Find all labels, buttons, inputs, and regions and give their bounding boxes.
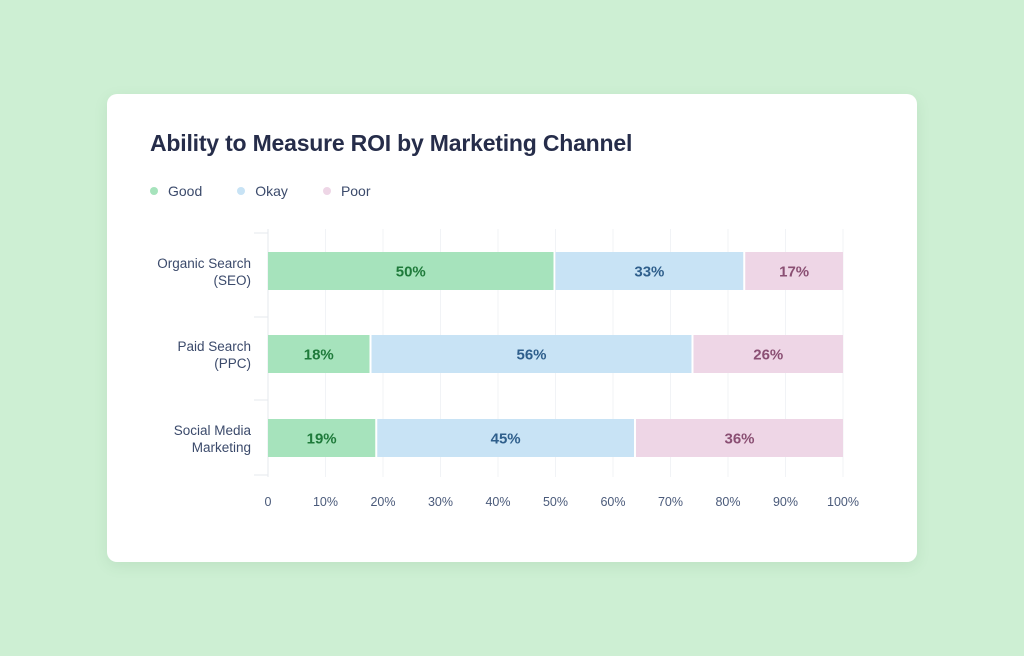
data-label-poor: 17% (779, 264, 809, 281)
x-tick-label: 60% (600, 495, 625, 509)
legend: Good Okay Poor (150, 183, 406, 199)
category-label: Marketing (192, 440, 251, 455)
data-label-good: 19% (307, 431, 337, 448)
bar-okay (371, 335, 692, 373)
data-label-poor: 26% (753, 347, 783, 364)
x-tick-label: 90% (773, 495, 798, 509)
data-label-okay: 45% (491, 431, 521, 448)
x-tick-label: 30% (428, 495, 453, 509)
bar-okay (377, 419, 634, 457)
category-label: Social Media (174, 423, 252, 438)
data-label-good: 50% (396, 264, 426, 281)
x-tick-label: 50% (543, 495, 568, 509)
x-tick-label: 70% (658, 495, 683, 509)
chart-card: Ability to Measure ROI by Marketing Chan… (107, 94, 917, 562)
bar-poor (693, 335, 843, 373)
x-tick-label: 80% (715, 495, 740, 509)
category-label: (SEO) (213, 273, 251, 288)
chart-title: Ability to Measure ROI by Marketing Chan… (150, 130, 633, 156)
data-label-good: 18% (304, 347, 334, 364)
legend-swatch-okay (237, 187, 246, 195)
data-label-okay: 33% (634, 264, 664, 281)
data-label-okay: 56% (516, 347, 546, 364)
x-tick-label: 40% (485, 495, 510, 509)
bar-poor (636, 419, 843, 457)
category-label: Paid Search (177, 339, 251, 354)
x-tick-label: 0 (265, 495, 272, 509)
bar-okay (555, 252, 744, 290)
x-tick-label: 100% (827, 495, 859, 509)
x-tick-label: 10% (313, 495, 338, 509)
legend-label-okay: Okay (255, 183, 288, 199)
legend-item-poor: Poor (322, 183, 371, 199)
bar-poor (745, 252, 843, 290)
legend-item-good: Good (150, 183, 202, 199)
legend-label-poor: Poor (340, 183, 371, 199)
category-label: Organic Search (157, 256, 251, 271)
x-tick-label: 20% (370, 495, 395, 509)
bar-good (268, 252, 554, 290)
bar-good (268, 335, 370, 373)
legend-label-good: Good (168, 183, 203, 199)
legend-swatch-poor (322, 187, 331, 195)
bar-good (268, 419, 376, 457)
chart-plot: 0 10% 20% 30% 40% 50% 60% 70% 80% 90% 100% Organic … (157, 229, 859, 509)
legend-item-okay: Okay (237, 183, 288, 199)
data-label-poor: 36% (724, 431, 754, 448)
category-label: (PPC) (214, 356, 251, 371)
legend-swatch-good (150, 187, 158, 195)
